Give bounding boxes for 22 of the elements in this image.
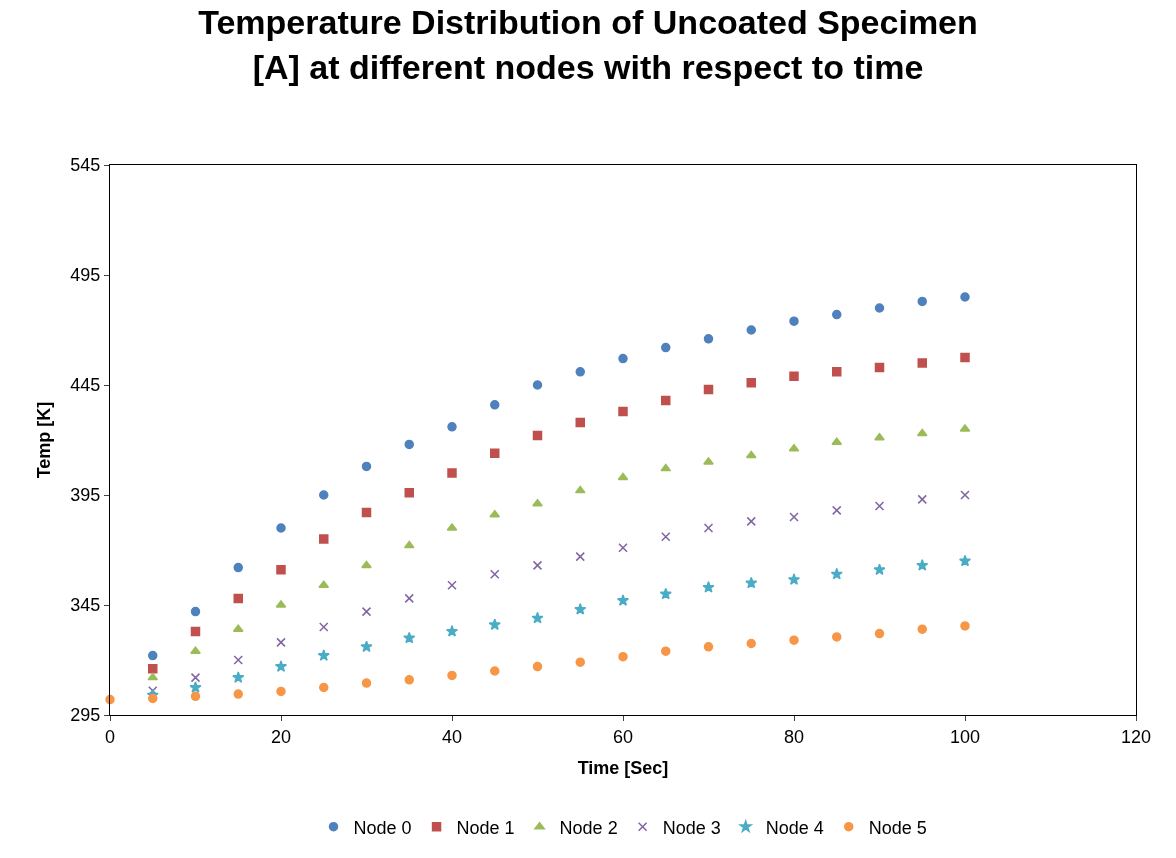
legend-label: Node 1 [456,817,515,838]
y-tick-label: 495 [70,265,101,286]
legend-label: Node 0 [353,817,412,838]
y-axis-title: Temp [K] [33,401,54,479]
y-tick-label: 345 [70,595,101,616]
legend-label: Node 2 [559,817,618,838]
x-tick-label: 100 [949,726,981,747]
x-tick-label: 40 [441,726,463,747]
x-tick-label: 60 [612,726,634,747]
x-tick-label: 80 [783,726,805,747]
y-tick-label: 295 [70,705,101,726]
x-axis-title: Time [Sec] [577,757,669,778]
legend-label: Node 5 [868,817,927,838]
legend-label: Node 4 [765,817,824,838]
y-tick-label: 545 [70,155,101,176]
chart-title: Temperature Distribution of Uncoated Specimen [A] at different nodes with respect to time [198,3,978,86]
legend-label: Node 3 [662,817,721,838]
x-tick-label: 120 [1120,726,1152,747]
x-tick-label: 0 [104,726,116,747]
y-tick-label: 395 [70,485,101,506]
y-tick-label: 445 [70,375,101,396]
x-tick-label: 20 [270,726,292,747]
